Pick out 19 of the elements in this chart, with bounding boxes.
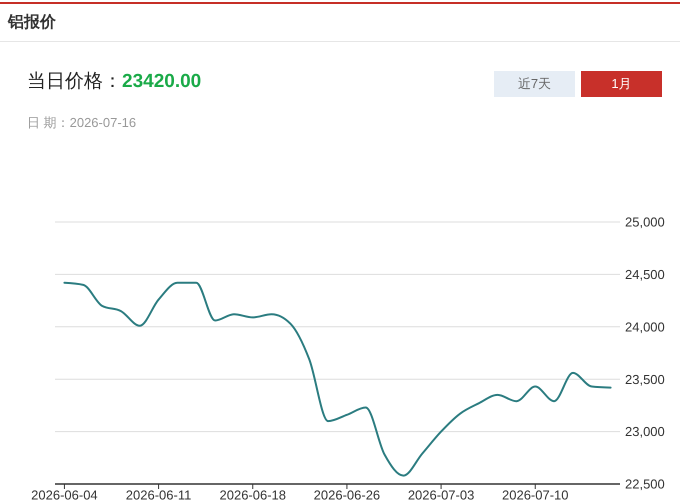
text: 当日价格： (27, 70, 122, 94)
y-tick-label: 23,000 (625, 424, 665, 440)
line-series (63, 282, 612, 477)
chart-title: 铝报价 (8, 13, 56, 33)
text: 23420.00 (122, 70, 202, 94)
y-tick-label: 22,500 (625, 476, 665, 492)
x-tick-label: 2026-07-10 (502, 488, 568, 502)
x-tick-label: 2026-06-04 (31, 488, 98, 502)
x-tick-label: 2026-07-03 (408, 488, 474, 502)
tab-button: 1月 (581, 71, 662, 97)
x-tick-label: 2026-06-11 (126, 488, 192, 502)
x-tick-label: 2026-06-26 (314, 488, 380, 502)
y-tick-label: 24,000 (625, 319, 665, 334)
y-tick-label: 24,500 (625, 266, 665, 282)
y-tick-label: 23,500 (625, 372, 665, 387)
x-tick-label: 2026-06-18 (220, 488, 286, 502)
text: 日 期：2026-07-16 (27, 115, 136, 131)
y-tick-label: 25,000 (625, 214, 665, 230)
tab-button: 近7天 (494, 71, 575, 97)
